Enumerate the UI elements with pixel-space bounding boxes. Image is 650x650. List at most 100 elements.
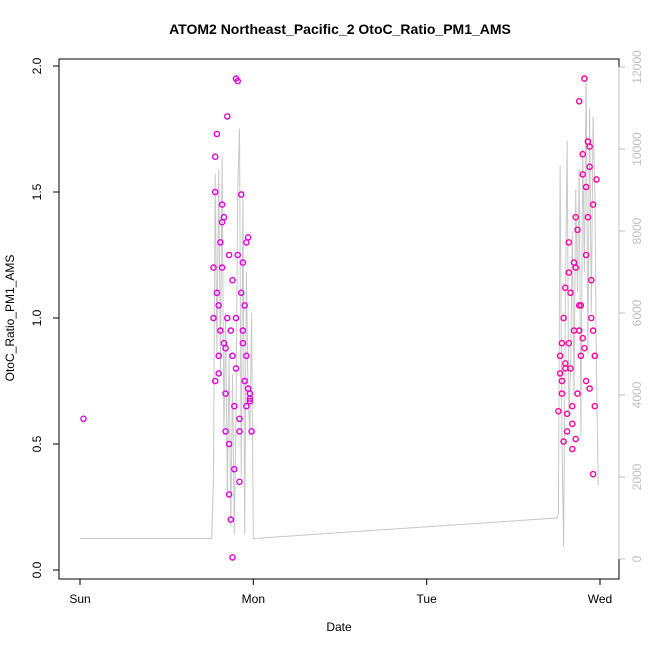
data-point <box>243 352 250 360</box>
data-point <box>234 251 241 259</box>
data-point <box>218 264 226 271</box>
y-tick-label: 0.0 <box>30 561 44 578</box>
data-point <box>584 213 592 221</box>
y-axis-label: OtoC_Ratio_PM1_AMS <box>3 255 17 382</box>
data-point <box>555 407 562 415</box>
data-point <box>575 98 583 105</box>
data-point <box>218 218 226 226</box>
data-point <box>569 445 576 453</box>
data-point <box>586 385 593 392</box>
data-point <box>582 251 590 259</box>
data-point <box>574 226 581 234</box>
x-axis-label: Date <box>326 620 352 634</box>
data-point <box>577 352 585 360</box>
data-point <box>556 352 564 360</box>
data-point <box>215 370 222 377</box>
y-tick-label: 2.0 <box>30 57 44 74</box>
data-point <box>211 153 219 160</box>
data-point <box>248 428 255 435</box>
data-point <box>246 395 254 402</box>
data-point <box>213 289 221 297</box>
data-point <box>225 440 233 448</box>
data-point <box>567 289 574 297</box>
y2-tick-label: 12000 <box>630 50 644 84</box>
data-point <box>243 402 250 410</box>
data-point <box>241 377 248 385</box>
data-point <box>222 344 229 352</box>
data-point <box>222 428 229 435</box>
data-point <box>563 428 571 435</box>
y2-tick-label: 2000 <box>630 463 644 490</box>
data-point <box>236 478 243 486</box>
data-point <box>588 276 595 284</box>
data-point <box>222 390 229 397</box>
scatter-points-layer <box>80 75 600 561</box>
data-point <box>562 284 569 292</box>
data-point <box>558 390 566 397</box>
y-tick-label: 1.5 <box>30 183 44 200</box>
data-point <box>230 402 238 410</box>
data-point <box>227 516 235 523</box>
data-point <box>589 470 597 478</box>
y2-tick-label: 0 <box>630 555 644 562</box>
data-point <box>225 491 233 498</box>
data-point <box>211 188 219 196</box>
data-point <box>218 201 226 208</box>
data-point <box>589 327 597 334</box>
data-point <box>239 339 247 347</box>
data-point <box>562 360 569 367</box>
data-point <box>213 130 221 138</box>
y2-tick-label: 6000 <box>630 299 644 326</box>
data-point <box>217 327 224 334</box>
data-point <box>581 75 588 82</box>
data-point <box>229 554 236 561</box>
series-line <box>80 75 599 547</box>
background-line-layer <box>80 75 599 547</box>
y-tick-label: 1.0 <box>30 309 44 326</box>
data-point <box>569 402 576 410</box>
data-point <box>210 314 217 322</box>
data-point <box>239 259 247 266</box>
y2-tick-label: 8000 <box>630 217 644 244</box>
data-point <box>560 438 567 445</box>
data-point <box>223 113 231 120</box>
data-point <box>229 352 236 360</box>
data-point <box>569 420 576 428</box>
data-point <box>215 352 222 360</box>
data-point <box>232 365 240 372</box>
data-point <box>237 289 245 297</box>
data-point <box>572 435 580 443</box>
data-point <box>244 385 252 392</box>
x-tick-label: Sun <box>69 592 90 606</box>
data-point <box>565 339 573 347</box>
data-point <box>215 302 222 309</box>
data-point <box>579 334 587 342</box>
x-tick-label: Tue <box>417 592 438 606</box>
data-point <box>591 402 599 410</box>
data-point <box>556 370 564 377</box>
data-point <box>239 327 247 334</box>
x-axis: Sun Mon Tue Wed <box>69 578 612 606</box>
data-point <box>236 428 243 435</box>
data-point <box>582 377 590 385</box>
data-point <box>236 415 243 423</box>
data-point <box>230 465 238 473</box>
data-point <box>586 163 593 171</box>
data-point <box>591 352 599 360</box>
data-point <box>558 377 566 385</box>
data-point <box>225 251 233 259</box>
data-point <box>558 339 566 347</box>
chart-title: ATOM2 Northeast_Pacific_2 OtoC_Ratio_PM1… <box>169 21 511 37</box>
data-point <box>211 377 219 385</box>
data-point <box>579 150 587 158</box>
data-point <box>565 269 573 276</box>
data-point <box>570 259 578 266</box>
data-point <box>560 314 567 322</box>
data-point <box>217 239 224 246</box>
data-point <box>232 314 240 322</box>
data-point <box>223 314 231 322</box>
data-point <box>572 213 580 221</box>
data-point <box>210 264 217 271</box>
